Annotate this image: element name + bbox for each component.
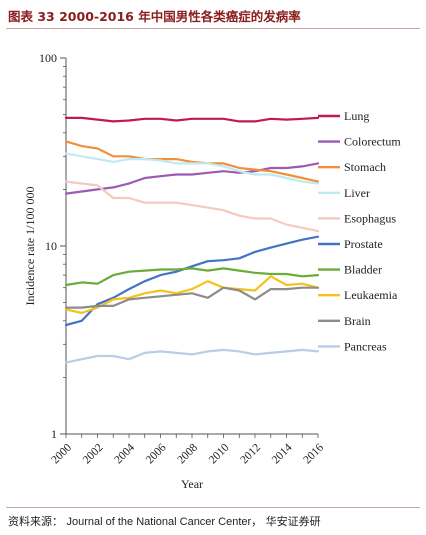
legend-label-liver: Liver <box>344 186 370 200</box>
legend-label-lung: Lung <box>344 109 369 123</box>
x-tick-label: 2004 <box>112 441 137 466</box>
legend-label-pancreas: Pancreas <box>344 339 387 353</box>
series-line-esophagus <box>64 180 320 233</box>
series-line-prostate <box>64 235 320 327</box>
legend-label-leukaemia: Leukaemia <box>344 288 398 302</box>
y-tick-label: 1 <box>51 427 57 441</box>
y-tick-label: 100 <box>39 51 57 65</box>
x-tick-label: 2000 <box>49 441 74 466</box>
series-line-brain <box>64 286 320 309</box>
source-note: 资料来源： Journal of the National Cancer Cen… <box>8 513 321 529</box>
title-divider <box>6 28 420 29</box>
source-label: 资料来源： <box>8 515 63 528</box>
footer-divider <box>6 507 420 508</box>
axes-layer: 1 10 100 2000 2002 2004 2006 2008 2010 2012 2014 20… <box>39 51 326 466</box>
series-line-lung <box>64 116 320 123</box>
legend: Lung Colorectum Stomach Liver Esophagus Prost… <box>318 109 401 353</box>
x-axis-label: Year <box>181 477 203 491</box>
series-layer <box>64 116 320 364</box>
x-tick-label: 2014 <box>270 441 295 466</box>
legend-label-esophagus: Esophagus <box>344 211 396 225</box>
series-line-stomach <box>64 140 320 183</box>
x-tick-label: 2016 <box>301 441 326 466</box>
series-line-leukaemia <box>64 275 320 315</box>
series-line-bladder <box>64 267 320 287</box>
legend-label-prostate: Prostate <box>344 237 383 251</box>
page-title: 图表 33 2000-2016 年中国男性各类癌症的发病率 <box>8 9 301 24</box>
legend-label-colorectum: Colorectum <box>344 135 401 149</box>
x-tick-label: 2010 <box>207 441 232 466</box>
x-tick-label: 2006 <box>144 441 169 466</box>
source-brand: 华安证券研 <box>265 515 321 528</box>
incidence-line-chart: 1 10 100 2000 2002 2004 2006 2008 2010 2012 2014 20… <box>23 51 401 491</box>
series-line-pancreas <box>64 348 320 364</box>
source-text: Journal of the National Cancer Center， <box>66 516 263 528</box>
legend-label-brain: Brain <box>344 314 371 328</box>
x-tick-label: 2012 <box>238 441 263 466</box>
x-tick-label: 2008 <box>175 441 200 466</box>
y-axis-label: Incidence rate 1/100 000 <box>23 187 37 306</box>
legend-label-bladder: Bladder <box>344 263 382 277</box>
x-tick-label: 2002 <box>81 441 106 466</box>
series-line-liver <box>64 152 320 185</box>
y-tick-label: 10 <box>45 239 57 253</box>
legend-label-stomach: Stomach <box>344 160 386 174</box>
series-line-colorectum <box>64 162 320 195</box>
